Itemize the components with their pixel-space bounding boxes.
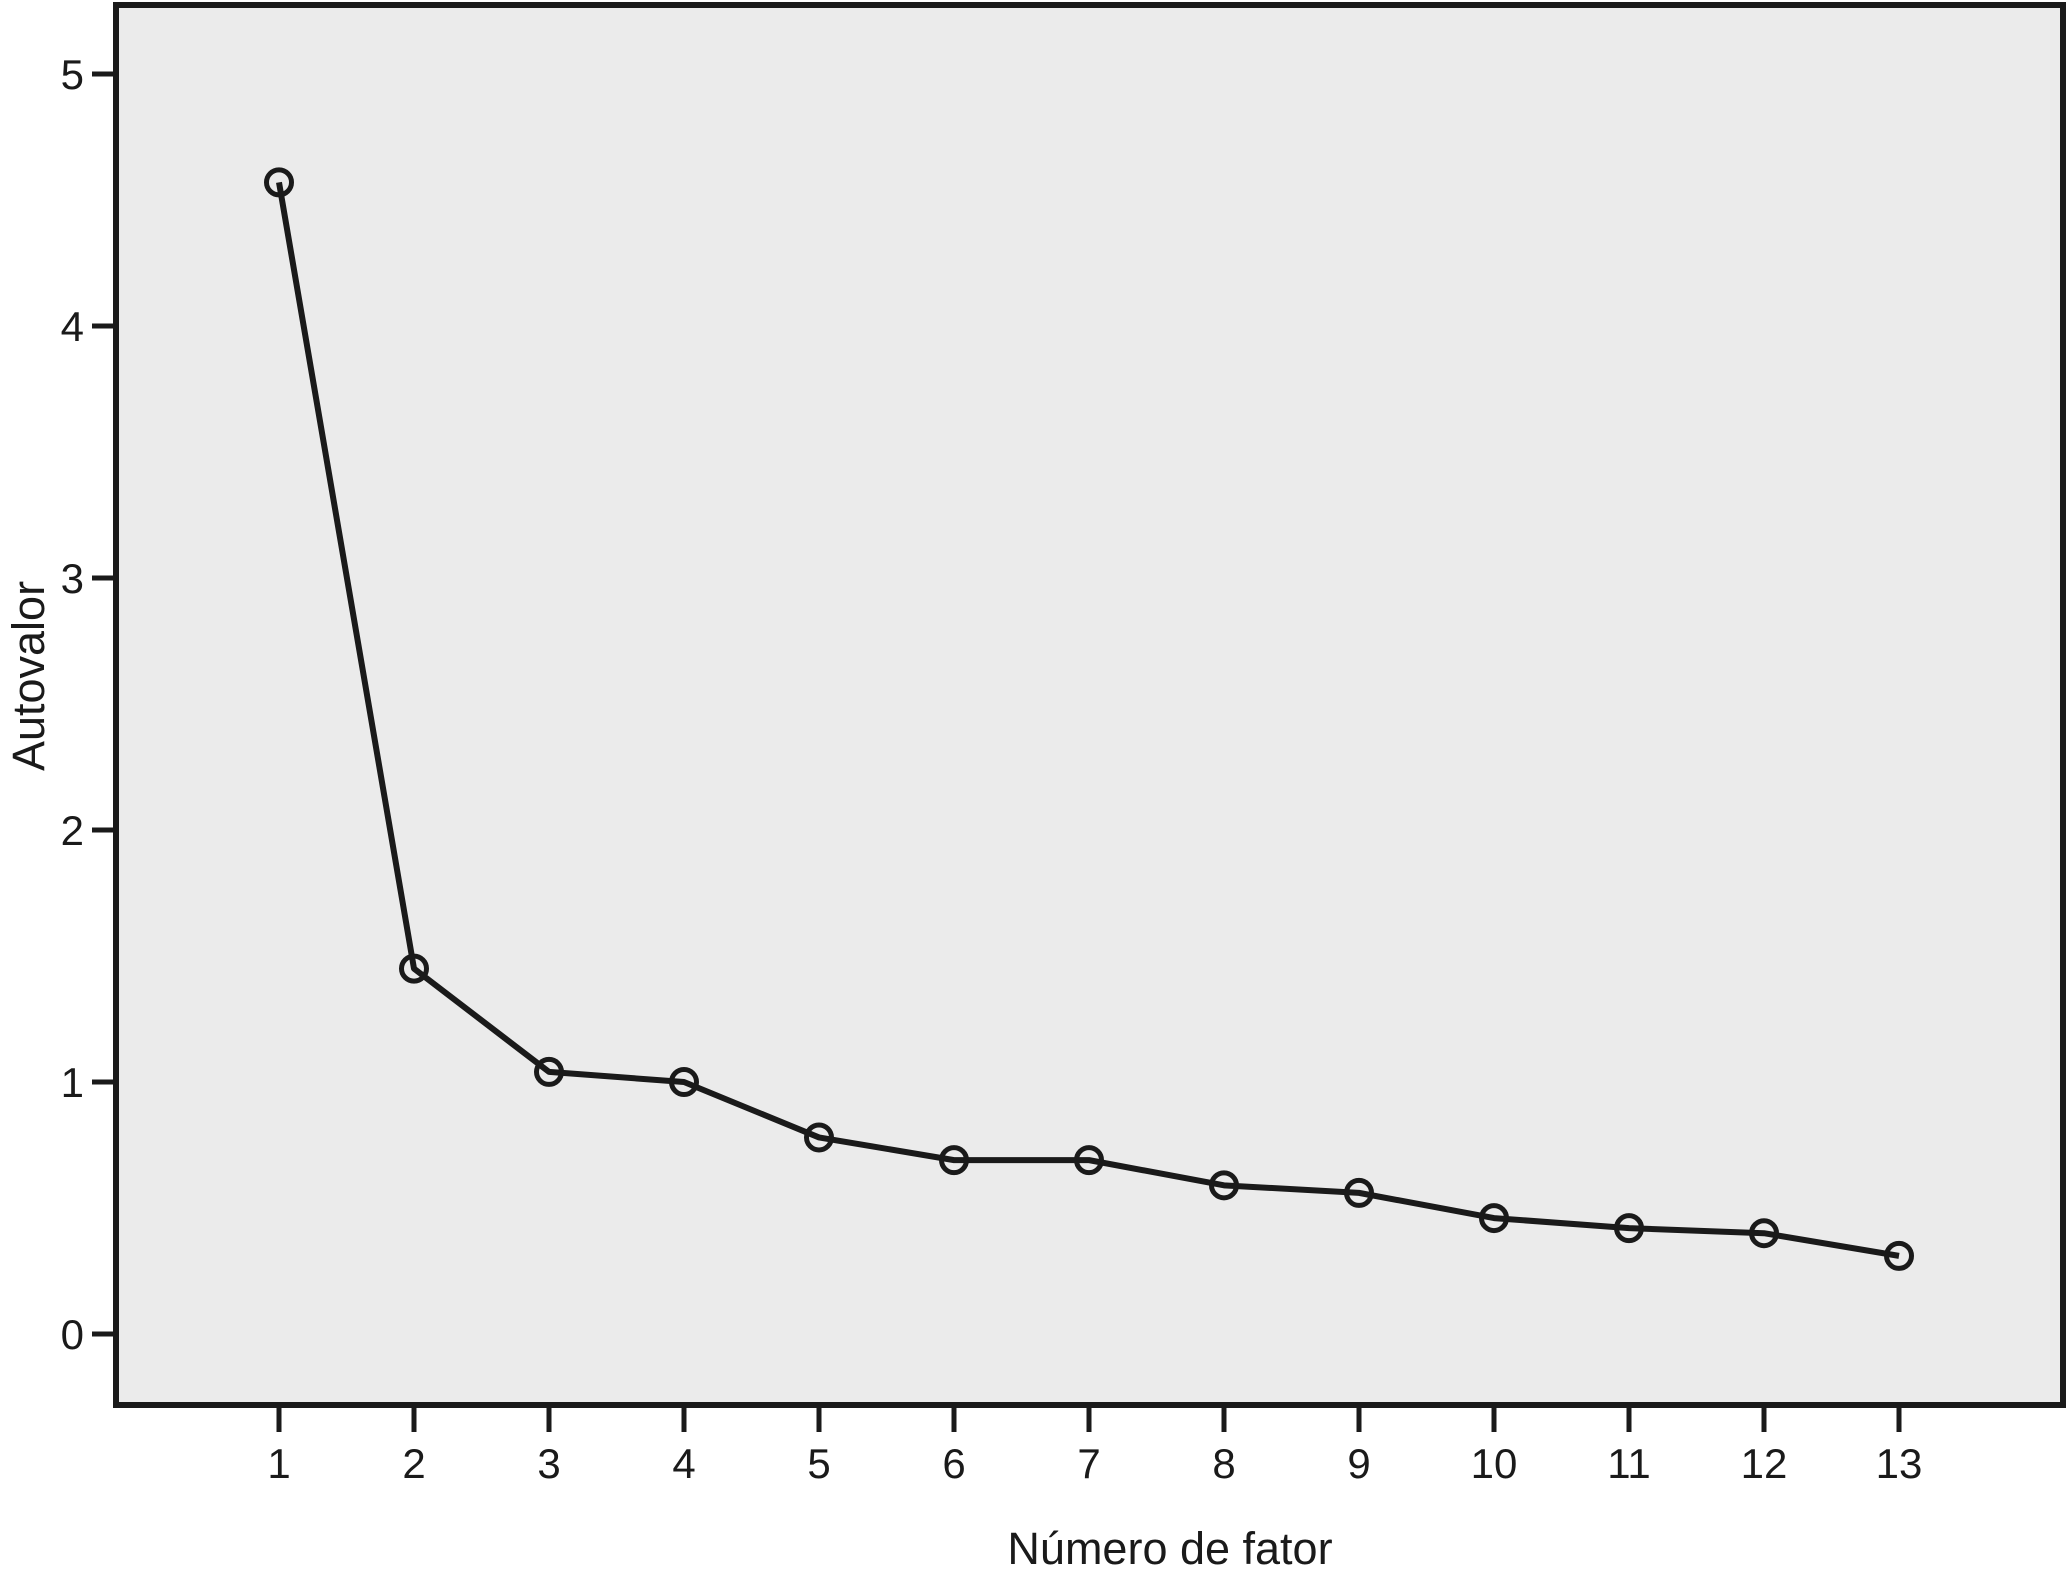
y-axis-ticks: 0 1 2 3 4 5 (61, 51, 116, 1358)
y-tick-label: 4 (61, 303, 84, 350)
y-tick-label: 1 (61, 1059, 84, 1106)
plot-area (113, 2, 2066, 1408)
x-tick-label: 7 (1077, 1440, 1100, 1487)
x-tick-label: 9 (1347, 1440, 1370, 1487)
x-tick-label: 5 (807, 1440, 830, 1487)
data-point-marker (534, 1056, 564, 1087)
data-line (276, 181, 1900, 1259)
x-tick-label: 11 (1607, 1440, 1651, 1487)
data-point-marker (939, 1145, 969, 1176)
data-point-marker (1209, 1170, 1239, 1201)
x-tick-label: 10 (1471, 1440, 1518, 1487)
data-point-marker (1749, 1218, 1779, 1249)
y-tick-label: 2 (61, 807, 84, 854)
data-point-marker (1479, 1203, 1509, 1234)
y-tick-label: 3 (61, 555, 84, 602)
data-points (264, 167, 1914, 1271)
x-tick-label: 12 (1741, 1440, 1788, 1487)
y-tick-label: 5 (61, 51, 84, 98)
x-tick-label: 13 (1876, 1440, 1923, 1487)
data-point-marker (1614, 1213, 1644, 1244)
y-axis-title: Autovalor (3, 581, 54, 771)
data-point-marker (1884, 1240, 1914, 1271)
data-point-marker (1074, 1145, 1104, 1176)
x-axis-ticks: 1 2 3 4 5 6 7 8 9 10 11 12 13 (267, 1405, 1922, 1487)
x-tick-label: 2 (402, 1440, 425, 1487)
x-tick-label: 6 (942, 1440, 965, 1487)
y-tick-label: 0 (61, 1311, 84, 1358)
data-point-marker (264, 167, 294, 198)
x-tick-label: 8 (1212, 1440, 1235, 1487)
data-point-marker (1344, 1177, 1374, 1208)
x-axis-title: Número de fator (1007, 1523, 1332, 1574)
x-tick-label: 4 (672, 1440, 695, 1487)
x-tick-label: 3 (537, 1440, 560, 1487)
x-tick-label: 1 (267, 1440, 290, 1487)
data-point-marker (804, 1122, 834, 1153)
data-point-marker (399, 953, 429, 984)
data-point-marker (669, 1067, 699, 1097)
